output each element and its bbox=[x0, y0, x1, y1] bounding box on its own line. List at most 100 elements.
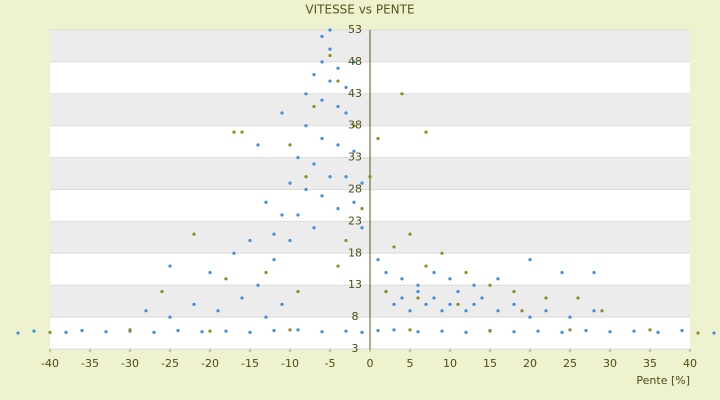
point bbox=[168, 315, 172, 319]
point bbox=[128, 328, 132, 332]
y-tick-label: 43 bbox=[348, 87, 362, 100]
point bbox=[280, 213, 284, 217]
point bbox=[424, 302, 428, 306]
point bbox=[464, 270, 468, 275]
x-tick-label: 15 bbox=[483, 357, 497, 370]
x-tick-label: 30 bbox=[603, 357, 617, 370]
point bbox=[328, 79, 332, 83]
point bbox=[496, 277, 500, 281]
point bbox=[232, 130, 236, 134]
y-tick-label: 23 bbox=[348, 214, 362, 227]
point bbox=[512, 302, 516, 306]
point bbox=[344, 111, 348, 115]
point bbox=[296, 289, 300, 294]
point bbox=[312, 162, 316, 166]
point bbox=[632, 329, 636, 333]
point bbox=[600, 309, 604, 313]
y-tick-label: 48 bbox=[348, 55, 362, 68]
point bbox=[376, 258, 380, 262]
point bbox=[472, 302, 476, 306]
y-tick-label: 3 bbox=[352, 342, 359, 355]
point bbox=[368, 175, 372, 179]
point bbox=[544, 309, 548, 313]
point bbox=[152, 330, 156, 335]
point bbox=[80, 328, 84, 333]
point bbox=[560, 270, 564, 275]
point bbox=[168, 264, 172, 268]
point bbox=[240, 296, 244, 300]
x-tick-label: 40 bbox=[683, 357, 697, 370]
point bbox=[64, 330, 68, 335]
point bbox=[344, 329, 348, 333]
point bbox=[336, 79, 340, 83]
point bbox=[416, 296, 420, 300]
point bbox=[304, 92, 308, 96]
point bbox=[320, 34, 324, 38]
point bbox=[592, 270, 596, 275]
point bbox=[344, 175, 348, 179]
x-tick-label: -25 bbox=[161, 357, 179, 370]
point bbox=[248, 330, 252, 335]
point bbox=[544, 296, 548, 300]
point bbox=[400, 277, 404, 281]
point bbox=[488, 329, 492, 333]
point bbox=[216, 309, 220, 313]
x-tick-label: -15 bbox=[241, 357, 259, 370]
x-tick-label: -40 bbox=[41, 357, 59, 370]
point bbox=[392, 302, 396, 306]
y-tick-label: 13 bbox=[348, 278, 362, 291]
point bbox=[16, 331, 20, 335]
point bbox=[568, 315, 572, 319]
point bbox=[328, 53, 332, 58]
x-tick-label: 35 bbox=[643, 357, 657, 370]
point bbox=[312, 73, 316, 77]
point bbox=[224, 277, 228, 281]
x-tick-label: 20 bbox=[523, 357, 537, 370]
point bbox=[696, 331, 700, 335]
point bbox=[456, 289, 460, 294]
point bbox=[320, 136, 324, 141]
point bbox=[520, 309, 524, 313]
point bbox=[240, 130, 244, 134]
point bbox=[440, 251, 444, 255]
point bbox=[160, 289, 164, 294]
point bbox=[400, 296, 404, 300]
point bbox=[528, 258, 532, 262]
point bbox=[232, 251, 236, 255]
point bbox=[400, 92, 404, 96]
point bbox=[560, 330, 564, 335]
y-tick-label: 8 bbox=[352, 310, 359, 323]
point bbox=[200, 330, 204, 334]
point bbox=[416, 330, 420, 334]
point bbox=[512, 289, 516, 294]
point bbox=[360, 207, 364, 211]
point bbox=[352, 60, 356, 64]
point bbox=[304, 175, 308, 179]
point bbox=[440, 309, 444, 313]
point bbox=[272, 258, 276, 262]
point bbox=[176, 328, 180, 333]
y-tick-label: 38 bbox=[348, 119, 362, 132]
point bbox=[592, 309, 596, 313]
x-tick-label: 10 bbox=[443, 357, 457, 370]
point bbox=[408, 328, 412, 332]
point bbox=[376, 328, 380, 333]
point bbox=[440, 329, 444, 333]
point bbox=[384, 289, 388, 294]
point bbox=[336, 207, 340, 211]
x-tick-label: -10 bbox=[281, 357, 299, 370]
point bbox=[32, 329, 36, 333]
point bbox=[344, 85, 348, 90]
point bbox=[336, 264, 340, 268]
point bbox=[192, 232, 196, 236]
point bbox=[352, 124, 356, 128]
point bbox=[296, 213, 300, 217]
point bbox=[408, 309, 412, 313]
point bbox=[528, 315, 532, 319]
point bbox=[336, 143, 340, 147]
point bbox=[384, 270, 388, 275]
point bbox=[320, 194, 324, 198]
point bbox=[248, 238, 252, 243]
